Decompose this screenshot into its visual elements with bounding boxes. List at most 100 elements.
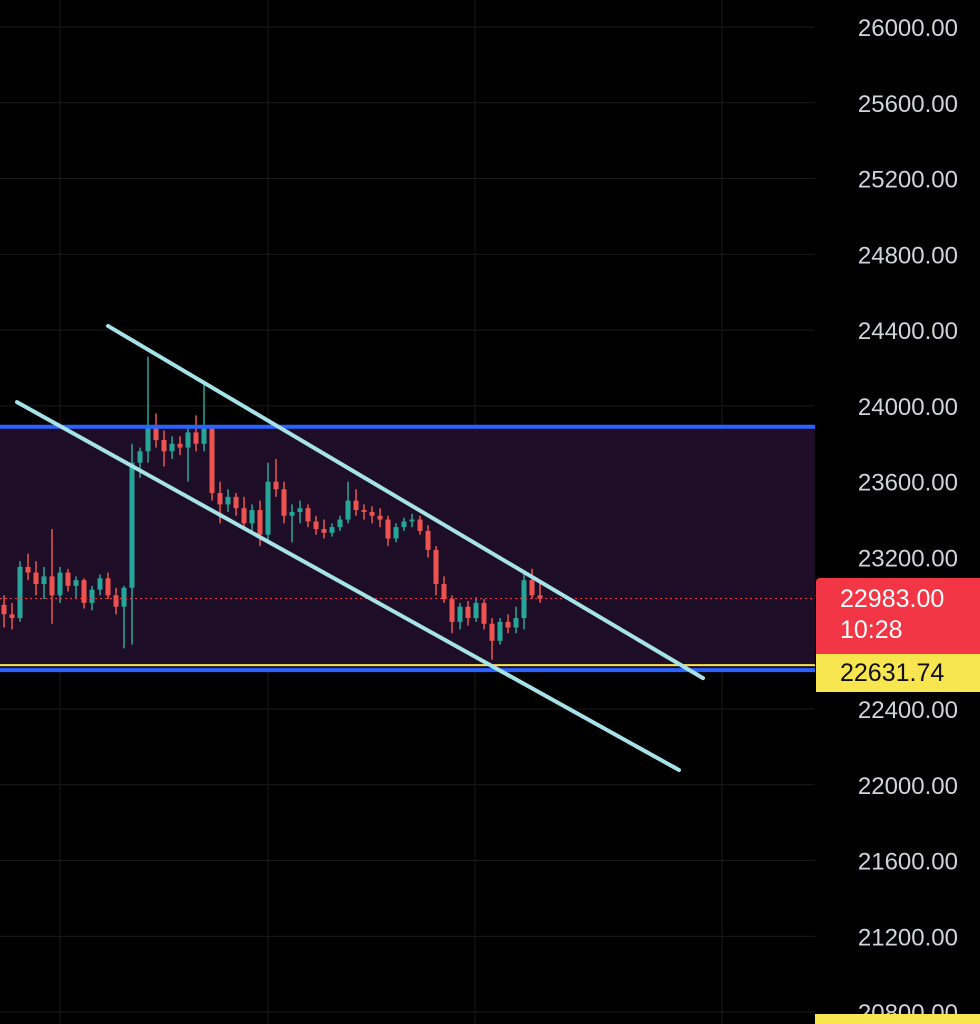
candle-body [129, 462, 135, 588]
price-tick-label: 23200.00 [858, 545, 958, 572]
candle-body [329, 527, 335, 533]
candle [137, 447, 143, 478]
last-price-label: 22983.00 10:28 [816, 578, 980, 654]
candle [161, 430, 167, 467]
candles [1, 356, 543, 660]
price-zone [0, 426, 815, 669]
candle-body [137, 451, 143, 463]
candle-body [33, 572, 39, 584]
candle-body [113, 595, 119, 607]
candle-body [153, 424, 159, 440]
candle [65, 568, 71, 592]
candle-body [177, 443, 183, 448]
candle [225, 489, 231, 512]
candle [281, 481, 287, 524]
candle [513, 606, 519, 634]
candle [393, 523, 399, 543]
candle [129, 443, 135, 645]
candle [177, 436, 183, 456]
last-price-value: 22983.00 [840, 585, 945, 613]
candle [201, 381, 207, 452]
price-axis[interactable]: 26000.00 25600.00 25200.00 24800.00 24400.00… [815, 15, 980, 1024]
candle-body [9, 614, 15, 619]
candle [273, 458, 279, 497]
candle [521, 572, 527, 630]
candle [81, 578, 87, 609]
candle [169, 436, 175, 459]
candle-body [241, 508, 247, 524]
candle [481, 599, 487, 630]
candle [193, 415, 199, 452]
candle-body [233, 496, 239, 509]
candle [249, 504, 255, 531]
candle-body [193, 432, 199, 444]
candle [49, 529, 55, 624]
candle [289, 504, 295, 543]
candle [233, 493, 239, 516]
candle-body [281, 489, 287, 516]
candle [489, 618, 495, 660]
candle [385, 515, 391, 547]
price-tick-label: 22400.00 [858, 697, 958, 724]
candle [41, 566, 47, 600]
price-tick-label: 26000.00 [858, 15, 958, 42]
candle [121, 585, 127, 649]
candle-body [401, 521, 407, 528]
candle-body [289, 511, 295, 516]
candle [297, 500, 303, 524]
price-tick-label: 23600.00 [858, 470, 958, 497]
candle-body [321, 529, 327, 533]
candle-body [17, 566, 23, 619]
candle [57, 566, 63, 603]
candle [505, 614, 511, 634]
candle-body [305, 508, 311, 522]
candle [353, 489, 359, 516]
candle-body [489, 623, 495, 641]
candle-body [41, 576, 47, 584]
candle [145, 356, 151, 463]
channel-trendline [106, 323, 705, 681]
candle [401, 517, 407, 531]
candle [417, 515, 423, 535]
candle-body [217, 493, 223, 505]
candle-body [361, 510, 367, 512]
candle-body [49, 576, 55, 596]
candle-body [73, 580, 79, 586]
candle-body [449, 599, 455, 622]
candle-body [145, 424, 151, 452]
candle [17, 561, 23, 622]
candle [305, 504, 311, 528]
candle [473, 597, 479, 622]
candle [265, 462, 271, 541]
candle-body [89, 589, 95, 603]
candle-body [105, 578, 111, 596]
candle [537, 580, 543, 603]
candle [33, 561, 39, 596]
candle [433, 546, 439, 596]
candle-body [161, 439, 167, 452]
candle-body [121, 587, 127, 607]
channel-lines[interactable] [15, 323, 705, 773]
candle [361, 504, 367, 520]
candle [1, 595, 7, 628]
candle-body [481, 602, 487, 624]
candle [329, 523, 335, 537]
candle-body [497, 621, 503, 641]
candle [9, 602, 15, 630]
channel-trendline [15, 400, 681, 773]
candle-body [337, 519, 343, 528]
candle-body [513, 618, 519, 628]
candle-body [369, 511, 375, 516]
candle-body [297, 508, 303, 512]
candle-body [25, 566, 31, 573]
candle-body [393, 527, 399, 539]
candle-body [529, 580, 535, 596]
candle [441, 576, 447, 603]
candle-body [537, 595, 543, 599]
candle-body [473, 602, 479, 619]
candle-body [81, 580, 87, 603]
candle [337, 515, 343, 531]
price-tick-label: 22000.00 [858, 773, 958, 800]
price-tick-label: 24400.00 [858, 318, 958, 345]
